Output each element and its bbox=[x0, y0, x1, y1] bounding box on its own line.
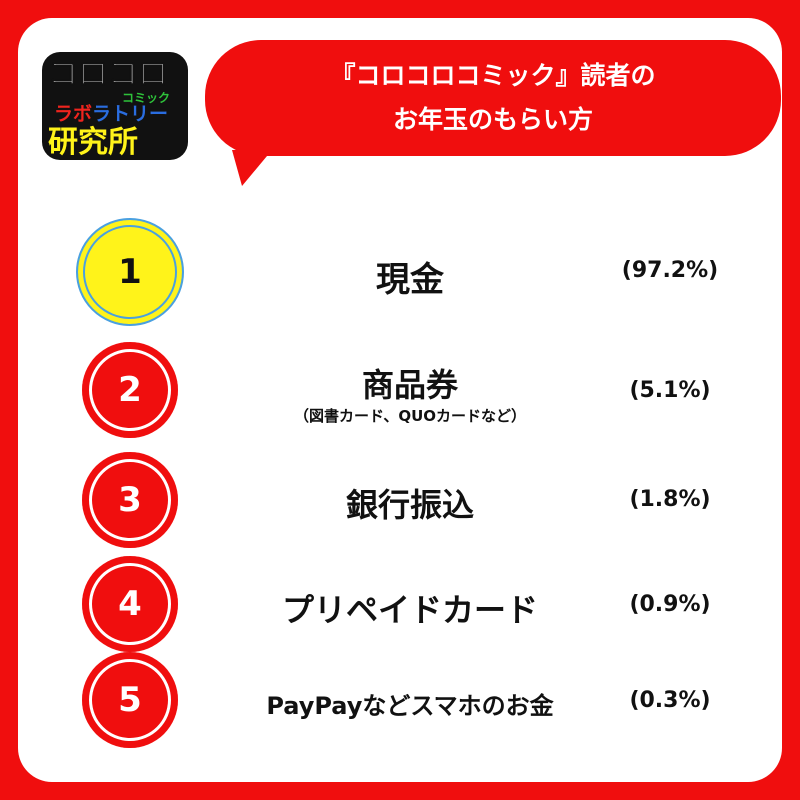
svg-text:コミック: コミック bbox=[122, 91, 170, 105]
svg-text:研究所: 研究所 bbox=[48, 125, 138, 160]
rank-badge-1: 1 bbox=[76, 218, 184, 326]
rank-badge-2: 2 bbox=[82, 342, 178, 438]
rank-label-2: 商品券 bbox=[361, 366, 458, 404]
rank-percent-2: (5.1%) bbox=[629, 378, 711, 403]
rank-note-2: （図書カード、QUOカードなど） bbox=[293, 407, 527, 425]
svg-text:コロコロ: コロコロ bbox=[48, 57, 168, 92]
rank-percent-4: (0.9%) bbox=[629, 592, 711, 617]
rank-label-1: 現金 bbox=[376, 260, 444, 300]
corocoro-lab-logo: コロコロ コミック ラボラトリー 研究所 bbox=[42, 52, 188, 160]
rank-badge-5: 5 bbox=[82, 652, 178, 748]
svg-text:ラボラトリー: ラボラトリー bbox=[54, 103, 168, 125]
rank-badge-4: 4 bbox=[82, 556, 178, 652]
rank-label-3: 銀行振込 bbox=[345, 486, 474, 524]
rank-badge-3: 3 bbox=[82, 452, 178, 548]
title-line-2: お年玉のもらい方 bbox=[392, 105, 593, 134]
rank-label-4: プリペイドカード bbox=[281, 591, 538, 629]
title-bubble: 『コロコロコミック』読者の お年玉のもらい方 bbox=[205, 40, 781, 156]
rank-percent-5: (0.3%) bbox=[629, 688, 711, 713]
rank-percent-3: (1.8%) bbox=[629, 487, 711, 512]
bubble-tail bbox=[232, 150, 272, 186]
rank-percent-1: (97.2%) bbox=[621, 258, 719, 283]
rank-label-5: PayPayなどスマホのお金 bbox=[266, 692, 554, 720]
title-line-1: 『コロコロコミック』読者の bbox=[330, 61, 656, 90]
